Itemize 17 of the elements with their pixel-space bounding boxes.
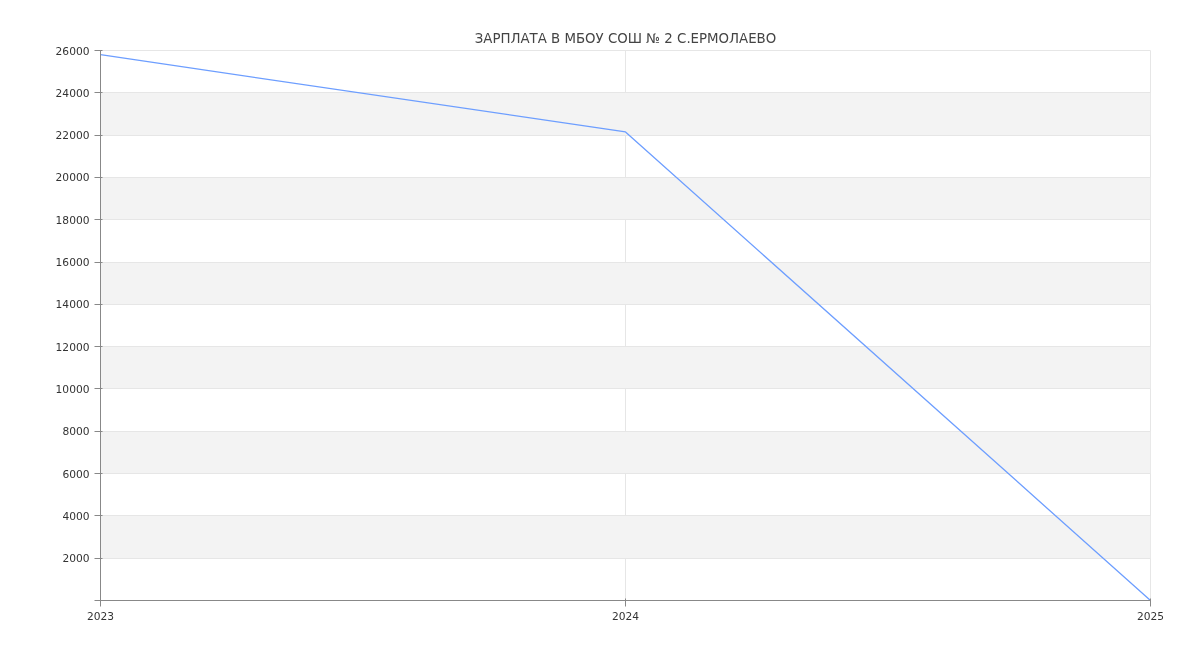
y-tick-label: 10000 [55,382,90,396]
y-tick-label: 22000 [55,129,90,143]
x-tick-label: 2023 [86,609,115,623]
y-tick-label: 12000 [55,340,90,354]
y-tick-label: 2000 [62,552,90,566]
y-tick-label: 20000 [55,171,90,185]
y-tick-label: 18000 [55,213,90,227]
chart-title: ЗАРПЛАТА В МБОУ СОШ № 2 С.ЕРМОЛАЕВО [474,30,777,46]
x-tick-label: 2025 [1136,609,1165,623]
y-tick-label: 8000 [62,425,90,439]
y-tick-label: 4000 [62,509,90,523]
y-tick-label: 6000 [62,467,90,481]
y-tick-label: 16000 [55,256,90,270]
x-tick-label: 2024 [611,609,640,623]
y-tick-label: 26000 [55,44,90,58]
y-tick-label: 24000 [55,86,90,100]
y-tick-label: 14000 [55,298,90,312]
